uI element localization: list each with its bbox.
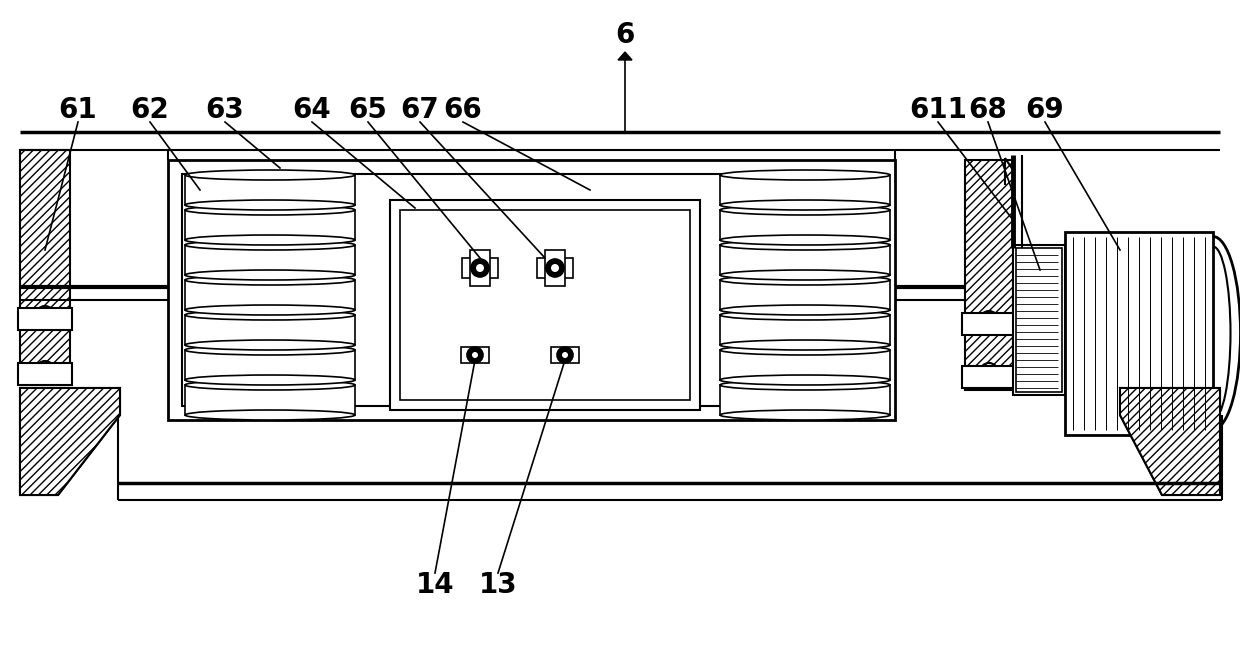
Bar xyxy=(185,245,355,275)
Ellipse shape xyxy=(185,170,355,180)
Bar xyxy=(537,258,573,278)
Circle shape xyxy=(476,264,484,272)
Bar xyxy=(551,347,579,363)
Bar xyxy=(391,200,701,410)
Ellipse shape xyxy=(720,235,890,245)
Bar xyxy=(463,258,498,278)
Ellipse shape xyxy=(185,380,355,390)
Ellipse shape xyxy=(720,375,890,385)
Bar xyxy=(720,315,890,345)
Ellipse shape xyxy=(720,305,890,315)
Ellipse shape xyxy=(720,270,890,280)
Circle shape xyxy=(551,264,559,272)
Ellipse shape xyxy=(185,205,355,215)
Bar xyxy=(1013,245,1065,395)
Polygon shape xyxy=(20,388,120,495)
Ellipse shape xyxy=(720,310,890,320)
Bar xyxy=(470,250,490,286)
Ellipse shape xyxy=(720,340,890,350)
Circle shape xyxy=(472,352,477,358)
Polygon shape xyxy=(20,388,120,495)
Ellipse shape xyxy=(720,170,890,180)
Text: 14: 14 xyxy=(415,571,454,599)
Text: 63: 63 xyxy=(206,96,244,124)
Circle shape xyxy=(546,259,564,277)
Ellipse shape xyxy=(720,380,890,390)
Ellipse shape xyxy=(185,240,355,250)
Bar xyxy=(185,315,355,345)
Circle shape xyxy=(471,259,489,277)
Bar xyxy=(185,350,355,380)
Bar xyxy=(185,175,355,205)
Circle shape xyxy=(557,347,573,363)
Bar xyxy=(185,280,355,310)
Text: 61: 61 xyxy=(58,96,97,124)
Text: 6: 6 xyxy=(615,21,635,49)
Bar xyxy=(19,363,72,385)
Bar xyxy=(962,366,1016,388)
Text: 66: 66 xyxy=(444,96,482,124)
Ellipse shape xyxy=(720,240,890,250)
Bar xyxy=(401,210,689,400)
Ellipse shape xyxy=(185,305,355,315)
Text: 13: 13 xyxy=(479,571,517,599)
Ellipse shape xyxy=(720,205,890,215)
Bar xyxy=(182,174,880,406)
Ellipse shape xyxy=(185,410,355,420)
Ellipse shape xyxy=(185,275,355,285)
Text: 62: 62 xyxy=(130,96,170,124)
Bar xyxy=(167,160,895,420)
Text: 69: 69 xyxy=(1025,96,1064,124)
Ellipse shape xyxy=(185,340,355,350)
Bar xyxy=(185,385,355,415)
Ellipse shape xyxy=(720,410,890,420)
Ellipse shape xyxy=(185,270,355,280)
Ellipse shape xyxy=(185,345,355,355)
Ellipse shape xyxy=(720,275,890,285)
Bar xyxy=(1016,248,1061,392)
Text: 611: 611 xyxy=(909,96,967,124)
Bar xyxy=(20,150,69,385)
Bar xyxy=(720,280,890,310)
Circle shape xyxy=(467,347,484,363)
Polygon shape xyxy=(1120,388,1220,495)
Bar xyxy=(1065,232,1213,435)
Bar xyxy=(965,160,1013,390)
Ellipse shape xyxy=(185,310,355,320)
Bar xyxy=(546,250,565,286)
Ellipse shape xyxy=(185,200,355,210)
Bar xyxy=(720,350,890,380)
Bar xyxy=(185,210,355,240)
Bar xyxy=(720,245,890,275)
Ellipse shape xyxy=(185,235,355,245)
Ellipse shape xyxy=(185,375,355,385)
Text: 67: 67 xyxy=(401,96,439,124)
Ellipse shape xyxy=(720,345,890,355)
Text: 68: 68 xyxy=(968,96,1007,124)
Bar xyxy=(720,385,890,415)
Text: 64: 64 xyxy=(293,96,331,124)
Ellipse shape xyxy=(720,200,890,210)
Polygon shape xyxy=(1120,388,1220,495)
Bar xyxy=(720,175,890,205)
Bar xyxy=(962,313,1016,335)
Text: 65: 65 xyxy=(348,96,387,124)
Bar xyxy=(720,210,890,240)
Bar xyxy=(461,347,489,363)
Polygon shape xyxy=(618,52,632,60)
Bar xyxy=(19,308,72,330)
Circle shape xyxy=(562,352,568,358)
